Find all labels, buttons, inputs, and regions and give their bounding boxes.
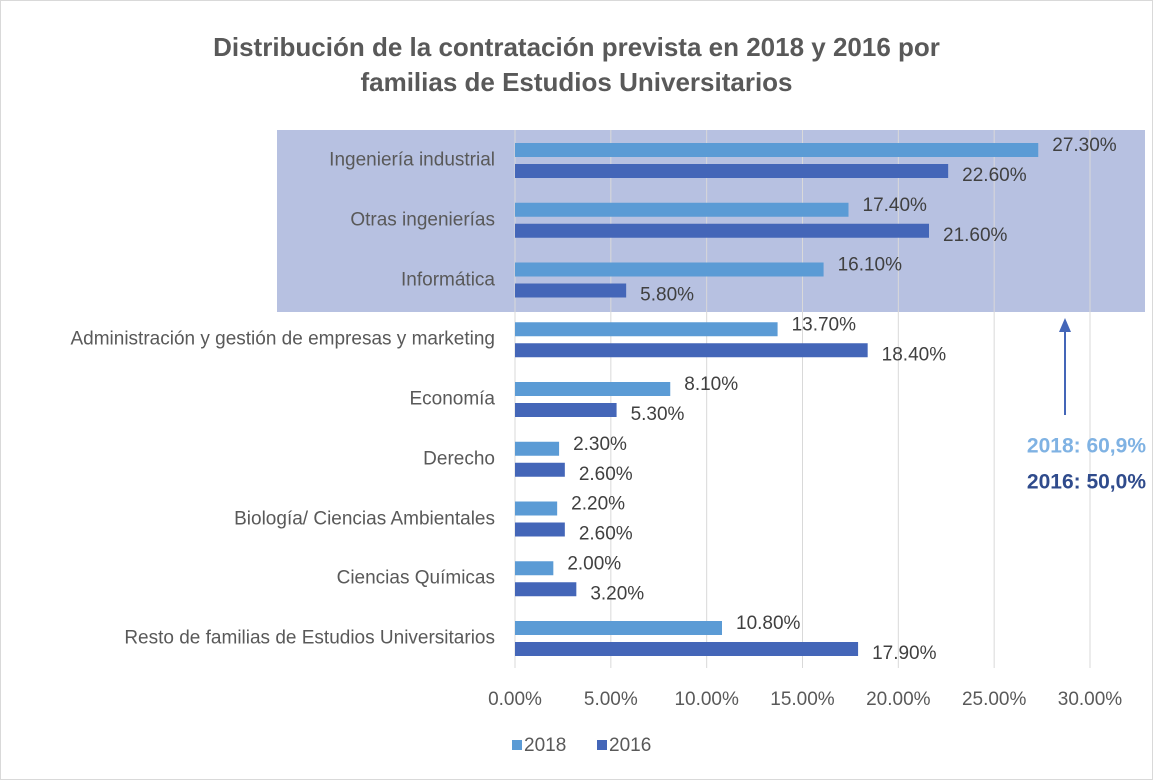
x-tick-label: 15.00%	[770, 689, 835, 710]
category-label: Derecho	[15, 446, 495, 471]
legend-label: 2018	[524, 735, 566, 756]
value-label: 8.10%	[684, 374, 738, 395]
category-text: Resto de familias de Estudios Universita…	[124, 627, 495, 649]
highlight-box	[277, 130, 1145, 312]
category-label: Administración y gestión de empresas y m…	[15, 327, 495, 352]
value-label: 16.10%	[838, 255, 903, 276]
chart-title-text: Distribución de la contratación prevista…	[213, 32, 940, 97]
category-label: Resto de familias de Estudios Universita…	[15, 626, 495, 651]
x-tick-label: 25.00%	[962, 689, 1027, 710]
value-label: 17.40%	[863, 195, 928, 216]
bar	[515, 441, 560, 456]
category-text: Informática	[401, 269, 495, 290]
legend-swatch	[597, 740, 607, 750]
category-label: Biología/ Ciencias Ambientales	[15, 506, 495, 531]
category-label: Ciencias Químicas	[15, 566, 495, 591]
value-label: 10.80%	[736, 613, 801, 634]
value-label: 2.60%	[579, 524, 633, 545]
value-label: 27.30%	[1052, 135, 1117, 156]
arrow-head	[1059, 318, 1071, 332]
value-label: 22.60%	[962, 165, 1027, 186]
bar	[515, 642, 859, 656]
x-tick-label: 20.00%	[866, 689, 931, 710]
bar	[515, 283, 627, 298]
value-label: 5.30%	[631, 404, 685, 425]
value-label: 2.60%	[579, 464, 633, 485]
value-label: 2.20%	[571, 494, 625, 515]
bar	[515, 501, 558, 516]
x-tick-label: 30.00%	[1058, 689, 1123, 710]
annotation: 2016: 50,0%	[1027, 471, 1146, 494]
category-text: Administración y gestión de empresas y m…	[70, 328, 495, 350]
value-label: 17.90%	[872, 643, 937, 664]
bar	[515, 343, 868, 358]
category-text: Ingeniería industrial	[329, 149, 495, 171]
category-text: Derecho	[423, 448, 495, 470]
bar	[515, 262, 824, 277]
bar	[515, 403, 617, 417]
bar	[515, 462, 565, 477]
value-label: 5.80%	[640, 285, 694, 306]
bar	[515, 202, 849, 217]
category-text: Ciencias Químicas	[336, 567, 495, 589]
category-label: Informática	[15, 267, 495, 292]
bar	[515, 382, 671, 396]
annotation: 2018: 60,9%	[1027, 435, 1146, 458]
bar	[515, 621, 722, 635]
chart-title: Distribución de la contratación prevista…	[0, 30, 1153, 100]
value-label: 21.60%	[943, 225, 1008, 246]
bar	[515, 322, 778, 337]
x-tick-label: 0.00%	[488, 689, 542, 710]
category-text: Otras ingenierías	[350, 209, 495, 231]
category-text: Economía	[409, 388, 495, 410]
value-label: 2.00%	[567, 553, 621, 574]
x-tick-label: 5.00%	[584, 689, 638, 710]
bar	[515, 143, 1039, 157]
legend-swatch	[512, 740, 522, 750]
bar	[515, 164, 949, 178]
category-text: Biología/ Ciencias Ambientales	[234, 508, 495, 529]
legend-label: 2016	[609, 735, 651, 756]
bar	[515, 223, 929, 238]
x-tick-label: 10.00%	[674, 689, 739, 710]
bar	[515, 561, 554, 576]
value-label: 3.20%	[590, 583, 644, 604]
bar	[515, 582, 577, 597]
value-label: 2.30%	[573, 434, 627, 455]
category-label: Ingeniería industrial	[15, 148, 495, 173]
category-label: Economía	[15, 387, 495, 412]
category-label: Otras ingenierías	[15, 207, 495, 232]
value-label: 13.70%	[792, 314, 857, 335]
bar	[515, 522, 565, 537]
value-label: 18.40%	[882, 344, 947, 365]
